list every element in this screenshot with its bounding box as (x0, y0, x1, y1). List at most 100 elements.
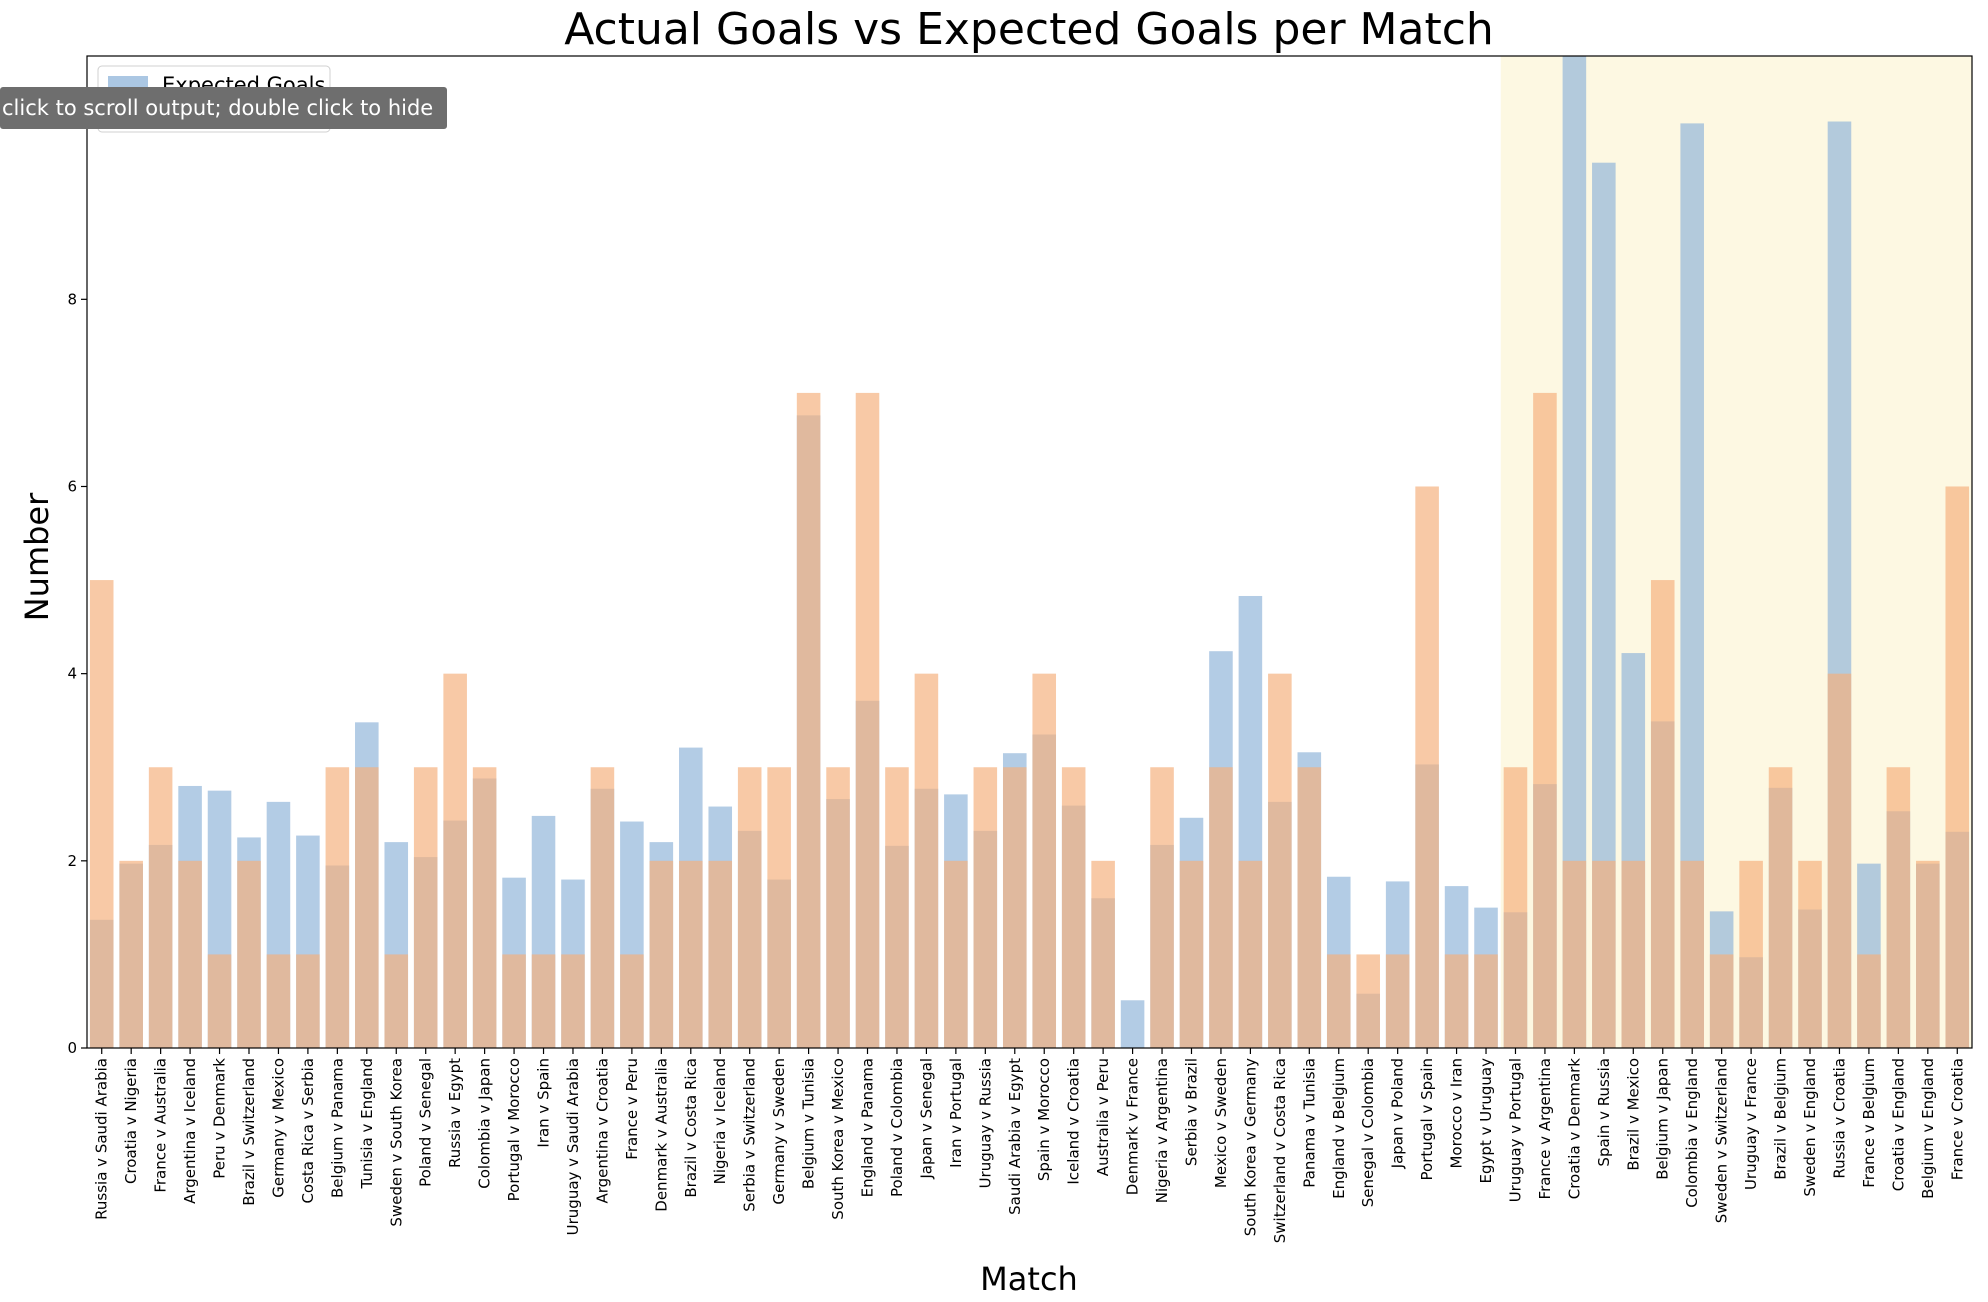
x-tick-label: Uruguay v France (1742, 1058, 1760, 1190)
bar-actual (1091, 860, 1115, 1048)
bar-actual (502, 954, 526, 1048)
x-tick-label: Brazil v Switzerland (240, 1058, 258, 1206)
x-tick-label: Peru v Denmark (211, 1058, 229, 1179)
bar-actual (1827, 673, 1852, 1048)
bar-actual (1650, 580, 1675, 1048)
bar-actual (472, 767, 497, 1048)
bar-actual (1474, 954, 1498, 1048)
bar-actual (1150, 767, 1174, 1048)
x-tick-label: Costa Rica v Serbia (299, 1058, 317, 1204)
bar-actual (1297, 767, 1322, 1048)
x-tick-label: South Korea v Mexico (829, 1058, 847, 1220)
x-tick-label: Russia v Saudi Arabia (93, 1058, 111, 1220)
bar-actual (325, 767, 350, 1048)
bar-actual (266, 954, 291, 1048)
x-tick-label: Japan v Poland (1389, 1058, 1407, 1169)
bar-actual (355, 767, 379, 1048)
x-tick-label: Sweden v South Korea (387, 1058, 405, 1227)
x-tick-label: Croatia v Nigeria (122, 1058, 140, 1184)
x-tick-label: Nigeria v Iceland (711, 1058, 729, 1184)
plot-frame (86, 55, 1973, 1049)
x-tick-label: Mexico v Sweden (1212, 1058, 1230, 1188)
bar-actual (590, 767, 615, 1048)
x-tick-label: Uruguay v Saudi Arabia (564, 1058, 582, 1235)
x-tick-label: Russia v Croatia (1830, 1058, 1848, 1179)
bar-actual (1444, 954, 1469, 1048)
bar-actual (178, 860, 202, 1048)
y-axis-label: Number (18, 492, 56, 621)
bar-actual (296, 954, 320, 1048)
bar-expected (1592, 162, 1616, 1049)
bar-actual (914, 673, 939, 1048)
x-tick-label: England v Belgium (1330, 1058, 1348, 1199)
x-tick-label: Senegal v Colombia (1359, 1058, 1377, 1207)
x-tick-label: Portugal v Morocco (505, 1058, 523, 1201)
x-tick-label: Switzerland v Costa Rica (1271, 1058, 1289, 1243)
x-tick-label: Brazil v Costa Rica (682, 1058, 700, 1198)
x-tick-label: Tunisia v England (358, 1058, 376, 1190)
x-tick-label: Belgium v England (1919, 1058, 1937, 1199)
x-tick-label: Australia v Peru (1094, 1058, 1112, 1176)
x-tick-label: France v Argentina (1536, 1058, 1554, 1199)
bar-actual (1768, 767, 1793, 1048)
bar-actual (679, 860, 703, 1048)
x-tick-label: Russia v Egypt (446, 1058, 464, 1168)
tick-labels: Russia v Saudi Arabia Croatia v Nigeria Fr… (93, 1048, 1966, 1243)
bar-actual (1356, 954, 1380, 1048)
output-scroll-tooltip[interactable]: click to scroll output; double click to … (0, 87, 448, 129)
bar-actual (1326, 954, 1351, 1048)
x-tick-label: Brazil v Belgium (1772, 1058, 1790, 1180)
bar-actual (1032, 673, 1057, 1048)
bar-expected (1120, 1000, 1145, 1048)
bar-actual (1886, 767, 1911, 1048)
bar-actual (148, 767, 173, 1048)
x-tick-label: Belgium v Japan (1654, 1058, 1672, 1180)
x-tick-label: Poland v Senegal (417, 1058, 435, 1187)
bar-actual (119, 860, 143, 1048)
x-tick-label: France v Peru (623, 1058, 641, 1160)
x-tick-label: Nigeria v Argentina (1153, 1058, 1171, 1203)
x-tick-label: Iran v Spain (535, 1058, 553, 1148)
x-tick-label: Panama v Tunisia (1300, 1058, 1318, 1188)
bar-expected (1680, 123, 1704, 1049)
bar-actual (1592, 860, 1616, 1048)
bar-actual (620, 954, 644, 1048)
bar-actual (207, 954, 232, 1048)
x-tick-label: Argentina v Iceland (181, 1058, 199, 1204)
x-tick-label: Argentina v Croatia (593, 1058, 611, 1204)
chart-title: Actual Goals vs Expected Goals per Match (564, 4, 1494, 55)
x-tick-label: Japan v Senegal (917, 1058, 935, 1180)
bar-actual (237, 860, 261, 1048)
bar-actual (384, 954, 409, 1048)
bar-actual (767, 767, 791, 1048)
x-tick-label: Spain v Morocco (1035, 1058, 1053, 1181)
x-tick-label: Colombia v England (1683, 1058, 1701, 1208)
x-axis-label: Match (980, 1260, 1078, 1298)
bar-actual (561, 954, 585, 1048)
bar-actual (413, 767, 438, 1048)
x-tick-label: Iran v Portugal (947, 1058, 965, 1168)
bar-actual (1415, 486, 1439, 1048)
bar-actual (1680, 860, 1704, 1048)
bar-actual (1061, 767, 1086, 1048)
x-tick-label: France v Australia (152, 1058, 170, 1193)
y-tick-label: 6 (67, 477, 77, 495)
bar-actual (649, 860, 674, 1048)
bar-actual (1268, 673, 1292, 1048)
x-tick-label: Saudi Arabia v Egypt (1006, 1058, 1024, 1215)
x-tick-label: Brazil v Mexico (1624, 1058, 1642, 1171)
x-tick-label: Egypt v Uruguay (1477, 1058, 1495, 1184)
bar-actual (1533, 392, 1557, 1049)
x-tick-label: Denmark v Australia (652, 1058, 670, 1212)
bar-actual (708, 860, 733, 1048)
x-tick-label: Poland v Colombia (888, 1058, 906, 1197)
bar-actual (973, 767, 998, 1048)
bar-actual (1916, 860, 1940, 1048)
bar-actual (944, 860, 968, 1048)
bars (89, 56, 1970, 1049)
bar-expected (1562, 56, 1587, 1048)
x-tick-label: Serbia v Switzerland (741, 1058, 759, 1212)
bar-actual (1945, 486, 1970, 1048)
y-tick-label: 4 (67, 665, 77, 683)
bar-actual (1857, 954, 1881, 1048)
